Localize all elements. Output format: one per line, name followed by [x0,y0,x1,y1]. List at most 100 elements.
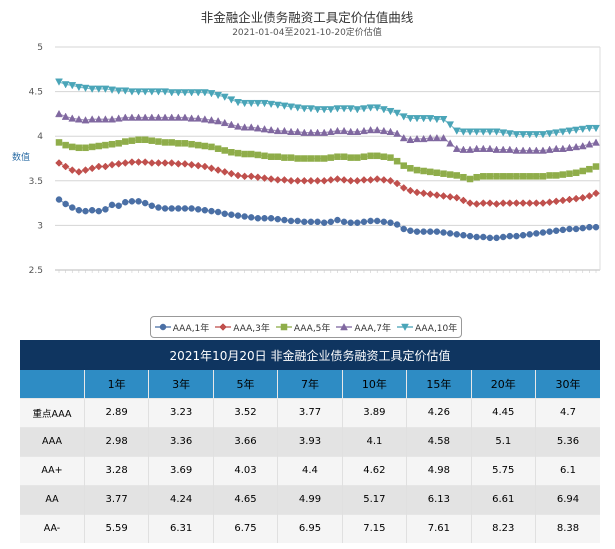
data-point[interactable] [320,219,328,226]
data-point[interactable] [82,144,89,152]
data-point[interactable] [420,167,427,175]
data-point[interactable] [453,172,461,179]
data-point[interactable] [75,168,83,176]
data-point[interactable] [354,154,361,161]
data-point[interactable] [128,113,136,121]
data-point[interactable] [95,142,103,150]
data-point[interactable] [81,166,90,174]
data-point[interactable] [566,225,573,233]
data-point[interactable] [273,101,282,110]
data-point[interactable] [579,167,586,175]
data-point[interactable] [340,176,348,184]
data-point[interactable] [592,163,600,170]
data-point[interactable] [533,230,540,237]
data-point[interactable] [539,173,547,180]
data-point[interactable] [446,171,454,178]
data-point[interactable] [68,166,77,174]
data-point[interactable] [326,176,335,184]
data-point[interactable] [267,125,276,134]
data-point[interactable] [121,113,130,121]
data-point[interactable] [459,196,468,205]
data-point[interactable] [168,139,175,146]
data-point[interactable] [559,226,567,234]
data-point[interactable] [452,127,461,135]
data-point[interactable] [586,223,593,231]
data-point[interactable] [187,160,196,169]
data-point[interactable] [505,145,514,153]
data-point[interactable] [88,143,96,151]
data-point[interactable] [492,128,501,136]
data-point[interactable] [592,124,600,133]
data-point[interactable] [558,196,567,205]
data-point[interactable] [247,99,256,108]
data-point[interactable] [313,176,322,185]
data-point[interactable] [234,149,242,157]
data-point[interactable] [545,130,554,138]
data-point[interactable] [439,192,448,200]
data-point[interactable] [420,228,427,235]
data-point[interactable] [453,231,461,238]
data-point[interactable] [147,88,156,96]
data-point[interactable] [433,228,441,235]
data-point[interactable] [387,219,394,226]
data-point[interactable] [307,105,315,113]
data-point[interactable] [121,87,130,95]
data-point[interactable] [585,140,594,148]
data-point[interactable] [452,144,461,152]
data-point[interactable] [525,199,534,207]
data-point[interactable] [572,126,581,134]
data-point[interactable] [300,128,309,136]
data-point[interactable] [519,146,527,154]
data-point[interactable] [234,99,242,107]
data-point[interactable] [254,173,262,182]
data-point[interactable] [539,146,547,154]
data-point[interactable] [228,149,235,156]
data-point[interactable] [546,228,553,235]
data-point[interactable] [327,218,335,226]
data-point[interactable] [486,199,494,207]
data-point[interactable] [545,145,554,153]
data-point[interactable] [69,204,76,211]
data-point[interactable] [62,141,69,149]
data-point[interactable] [55,139,63,146]
data-point[interactable] [513,232,520,240]
data-point[interactable] [493,173,500,180]
data-point[interactable] [459,128,468,136]
data-point[interactable] [526,231,533,238]
data-point[interactable] [400,225,407,233]
data-point[interactable] [379,106,388,114]
data-point[interactable] [406,135,415,144]
data-point[interactable] [572,194,580,203]
data-point[interactable] [558,128,567,136]
data-point[interactable] [280,126,289,135]
data-point[interactable] [227,96,236,104]
data-point[interactable] [480,233,487,241]
data-point[interactable] [207,164,216,173]
legend-item[interactable]: AAA,7年 [336,321,391,334]
data-point[interactable] [314,218,321,226]
data-point[interactable] [307,128,315,136]
data-point[interactable] [287,127,295,135]
data-point[interactable] [572,142,581,151]
data-point[interactable] [572,169,580,177]
data-point[interactable] [373,104,382,112]
data-point[interactable] [155,204,162,211]
data-point[interactable] [479,128,488,136]
data-point[interactable] [506,232,514,240]
data-point[interactable] [546,172,553,179]
data-point[interactable] [360,176,368,184]
data-point[interactable] [499,233,507,241]
data-point[interactable] [360,218,368,226]
data-point[interactable] [493,234,500,242]
data-point[interactable] [228,211,235,218]
data-point[interactable] [141,88,150,96]
data-point[interactable] [134,113,143,121]
data-point[interactable] [201,142,209,150]
data-point[interactable] [300,105,309,113]
data-point[interactable] [539,229,547,236]
legend-item[interactable]: AAA,5年 [275,321,330,334]
data-point[interactable] [526,173,533,180]
data-point[interactable] [565,195,574,204]
data-point[interactable] [122,198,129,206]
data-point[interactable] [472,128,481,136]
